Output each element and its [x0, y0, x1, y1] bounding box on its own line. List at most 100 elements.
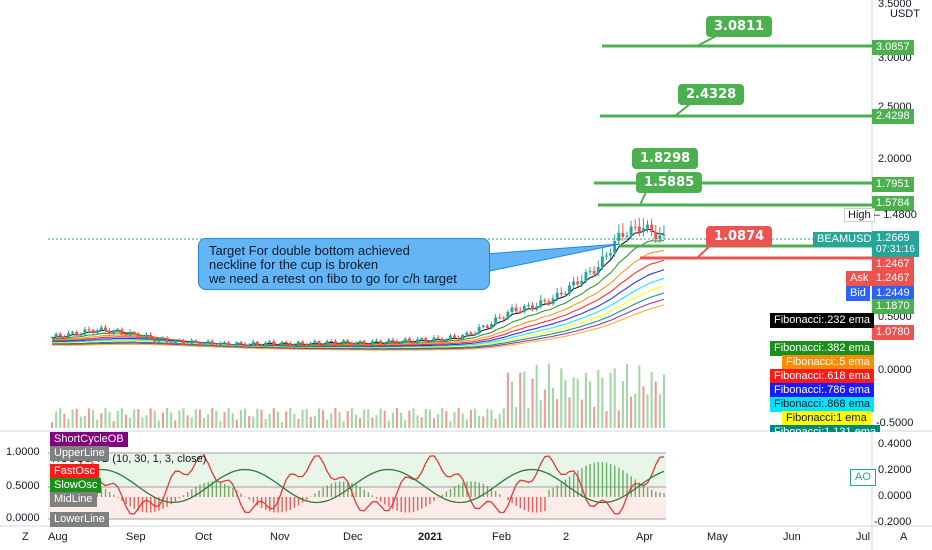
ao-bar	[310, 496, 312, 497]
volume-bar	[223, 412, 226, 428]
ao-bar	[400, 497, 402, 512]
candle	[272, 341, 276, 346]
candle	[194, 340, 198, 343]
candle	[206, 341, 210, 344]
symbol-badge[interactable]: BEAMUSDT	[813, 232, 883, 247]
candle	[531, 305, 534, 310]
ao-bar	[408, 497, 411, 513]
candle	[399, 341, 403, 345]
ao-bar	[158, 497, 160, 511]
volume-bar	[264, 418, 267, 428]
ao-bar	[445, 491, 448, 497]
volume-bar	[572, 377, 575, 428]
fib-ema-label: Fibonacci:.232 ema	[770, 313, 874, 328]
volume-bar	[400, 412, 403, 428]
time-tick: May	[707, 531, 728, 543]
candle	[465, 332, 469, 335]
volume-bar	[104, 408, 107, 428]
candle	[251, 341, 255, 345]
volume-bar	[305, 408, 308, 428]
level-badge: 1.1870	[872, 299, 914, 314]
volume-bar	[108, 412, 111, 428]
ao-bar	[182, 495, 185, 497]
volume-bar	[605, 411, 608, 428]
target-callout[interactable]: 1.8298	[632, 148, 699, 169]
ao-bar	[211, 481, 214, 497]
zoom-button[interactable]: Z	[22, 531, 29, 543]
candle	[576, 281, 580, 285]
ao-bar	[113, 494, 115, 497]
candle	[658, 235, 662, 240]
fib-ema-label: Fibonacci:.5 ema	[782, 355, 874, 370]
volume-bar	[59, 408, 62, 428]
target-callout[interactable]: 3.0811	[706, 16, 773, 37]
ao-bar	[297, 497, 300, 506]
volume-bar	[289, 408, 292, 428]
candle	[588, 271, 592, 273]
volume-bar	[346, 410, 349, 428]
target-callout[interactable]: 2.4328	[678, 84, 745, 105]
volume-bar	[170, 412, 173, 428]
candle	[580, 280, 584, 285]
volume-bar	[141, 417, 144, 428]
ask-value: 1.2467	[872, 271, 914, 286]
fib-ema-label: Fibonacci:1.131 ema	[770, 425, 881, 432]
volume-bar	[428, 409, 431, 428]
volume-bar	[502, 408, 505, 428]
trade-note[interactable]: Target For double bottom achieved neckli…	[198, 238, 490, 290]
candle	[276, 345, 280, 347]
volume-bar	[276, 411, 279, 428]
volume-bar	[416, 415, 419, 428]
candlesticks	[50, 217, 666, 348]
volume-bar	[469, 410, 472, 428]
volume-bar	[178, 410, 181, 428]
candle	[284, 341, 288, 344]
volume-bar	[515, 407, 518, 428]
ao-bar	[355, 484, 357, 497]
volume-bar	[658, 394, 661, 428]
candle	[379, 340, 383, 345]
volume-bar	[100, 413, 103, 428]
ao-bar	[293, 497, 296, 508]
ao-bar	[269, 497, 271, 512]
candle	[255, 341, 259, 345]
volume-bar	[490, 409, 493, 428]
candle	[526, 305, 530, 307]
candle	[71, 331, 75, 334]
volume-bar	[280, 421, 284, 428]
ao-bar	[515, 497, 517, 506]
candle	[333, 341, 337, 345]
volume-bar	[231, 413, 234, 428]
candle	[543, 300, 547, 302]
ao-bar	[482, 483, 485, 497]
candle	[420, 338, 424, 340]
ao-bar	[375, 497, 378, 499]
ao-bar	[351, 483, 353, 497]
candle	[87, 329, 91, 331]
retest-callout[interactable]: 1.0874	[706, 226, 773, 247]
candle	[522, 305, 526, 312]
ao-bar	[125, 497, 127, 504]
indicator-legend-item: FastOsc	[50, 464, 99, 479]
target-callout[interactable]: 1.5885	[636, 172, 703, 193]
candle	[346, 340, 350, 343]
volume-bar	[560, 368, 563, 428]
ask-label: Ask	[846, 271, 873, 286]
ao-bar	[396, 497, 398, 511]
candle	[173, 339, 177, 344]
volume-bar	[473, 408, 477, 428]
volume-bar	[79, 416, 82, 428]
ema-line	[52, 304, 665, 351]
auto-scale-button[interactable]: A	[900, 531, 908, 543]
candle	[305, 344, 309, 347]
volume-bar	[227, 408, 230, 428]
volume-bar	[617, 410, 620, 428]
candle	[177, 339, 181, 341]
candle	[469, 332, 473, 335]
ao-bar	[215, 481, 218, 497]
candle	[165, 337, 169, 343]
volume-bar	[654, 381, 657, 428]
candle	[609, 253, 613, 256]
candle	[650, 224, 654, 233]
